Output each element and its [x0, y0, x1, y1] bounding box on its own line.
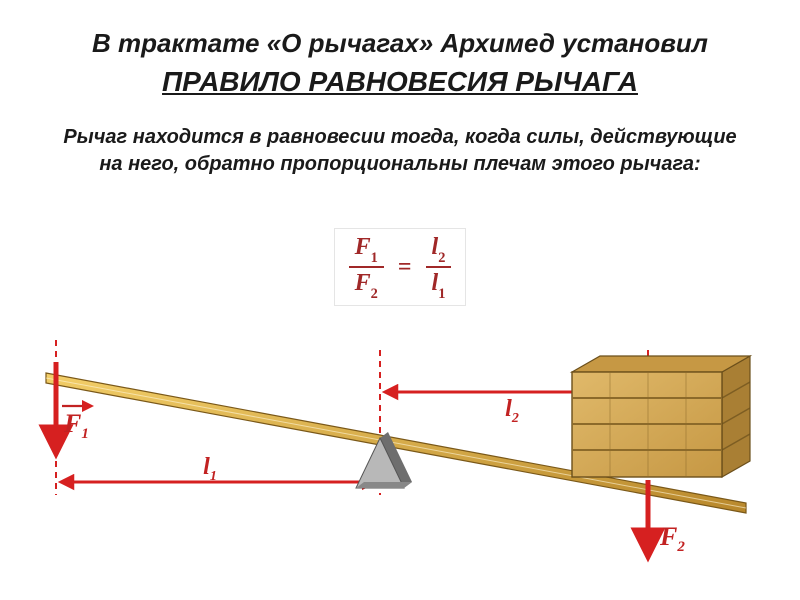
formula-equals: =: [398, 254, 412, 281]
svg-text:l2: l2: [505, 396, 519, 426]
svg-text:F1: F1: [63, 409, 89, 442]
svg-text:l1: l1: [203, 454, 217, 484]
formula-left-fraction: F1 F2: [349, 235, 384, 299]
rule-text: Рычаг находится в равновесии тогда, когд…: [60, 124, 740, 178]
title-line-2: ПРАВИЛО РАВНОВЕСИЯ РЫЧАГА: [0, 66, 800, 98]
title-line-1: В трактате «О рычагах» Архимед установил: [0, 28, 800, 59]
formula: F1 F2 = l2 l1: [0, 228, 800, 306]
lever-diagram: l1 l2: [0, 320, 800, 580]
formula-right-fraction: l2 l1: [426, 235, 452, 299]
svg-text:F2: F2: [659, 522, 685, 555]
